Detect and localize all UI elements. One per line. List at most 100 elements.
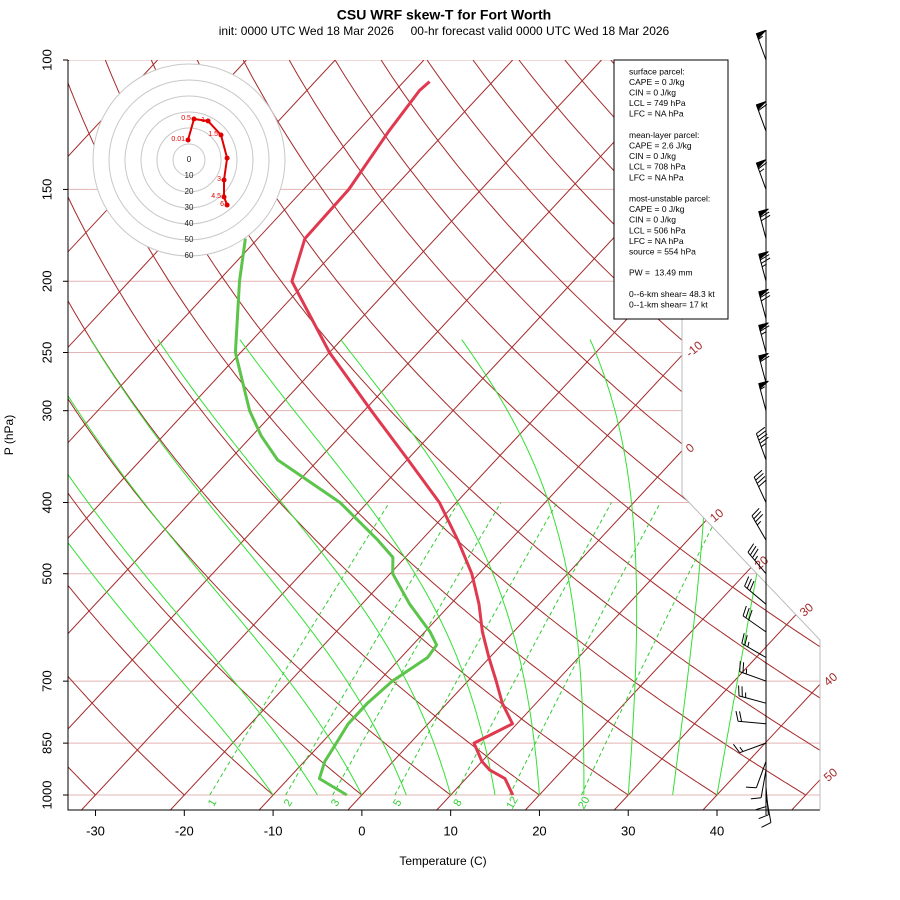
dry-adiabat xyxy=(68,60,185,796)
hodograph-height-label: 1.5 xyxy=(208,131,218,138)
isotherm xyxy=(68,60,602,810)
y-tick-label: 100 xyxy=(39,49,54,71)
y-axis-label: P (hPa) xyxy=(2,415,16,455)
wind-barb xyxy=(755,101,768,132)
wind-barb xyxy=(758,251,771,282)
info-text: mean-layer parcel: xyxy=(629,130,699,140)
chart-title: CSU WRF skew-T for Fort Worth xyxy=(337,7,551,23)
y-tick-label: 1000 xyxy=(39,781,54,810)
wind-barb xyxy=(735,710,767,725)
moist-adiabat xyxy=(589,339,638,796)
moist-adiabat xyxy=(68,339,363,796)
mixing-ratio-line xyxy=(285,502,459,796)
y-tick-label: 300 xyxy=(39,400,54,422)
x-tick-label: 40 xyxy=(710,823,724,838)
hodograph: 0 10 20 30 40 50 60 0.01 0.5 11.5 3 4.56 xyxy=(92,63,286,260)
wind-barb xyxy=(744,576,767,605)
isotherm xyxy=(525,60,820,810)
mixing-ratio-label: 2 xyxy=(282,797,295,808)
info-text: CAPE = 0 J/kg xyxy=(629,77,685,87)
wind-barb xyxy=(741,633,767,658)
dry-adiabat xyxy=(104,60,807,796)
isotherm xyxy=(68,60,691,810)
hodograph-height-label: 4.5 xyxy=(211,193,221,200)
hodograph-height-label: 0.5 xyxy=(181,115,191,122)
isotherm xyxy=(258,60,820,810)
temperature-line xyxy=(290,80,515,796)
isotherm xyxy=(68,60,514,810)
moist-adiabat xyxy=(157,339,452,796)
hodograph-ring-label: 30 xyxy=(185,203,194,212)
moist-adiabat xyxy=(239,339,496,796)
wind-barb xyxy=(742,605,767,633)
info-text: CIN = 0 J/kg xyxy=(629,87,676,97)
x-tick-label: -20 xyxy=(175,823,194,838)
hodograph-point xyxy=(221,194,227,200)
info-text: CAPE = 2.6 J/kg xyxy=(629,140,692,150)
wind-barb xyxy=(733,742,767,754)
x-axis-label: Temperature (C) xyxy=(399,854,486,868)
mixing-ratio-line xyxy=(209,502,390,796)
moist-adiabat xyxy=(90,339,407,796)
hodograph-ring-label: 60 xyxy=(185,251,194,260)
hodograph-ring xyxy=(140,111,238,209)
dry-adiabat xyxy=(68,60,363,796)
dry-adiabat xyxy=(196,60,820,796)
mixing-ratio-line xyxy=(394,502,558,796)
hodograph-height-label: 1 xyxy=(201,117,205,124)
info-text: LCL = 749 hPa xyxy=(629,98,686,108)
dewpoint-line xyxy=(233,238,439,797)
hodograph-ring-label: 20 xyxy=(185,187,194,196)
wind-barb xyxy=(755,426,769,461)
dry-adiabat xyxy=(68,60,274,796)
dry-adiabat xyxy=(380,60,820,796)
info-text: 0--1-km shear= 17 kt xyxy=(629,299,708,309)
moist-adiabat xyxy=(68,339,274,796)
y-tick-label: 400 xyxy=(39,492,54,514)
dry-adiabat xyxy=(334,60,820,796)
hodograph-ring xyxy=(156,127,222,193)
wind-barb xyxy=(755,159,768,190)
hodograph-height-label: 3 xyxy=(217,176,221,183)
hodograph-ring xyxy=(172,143,206,177)
y-tick-label: 150 xyxy=(39,179,54,201)
moist-adiabat xyxy=(461,339,585,795)
x-tick-label: 30 xyxy=(621,823,635,838)
info-text: LCL = 506 hPa xyxy=(629,225,686,235)
isotherm xyxy=(702,60,820,810)
info-text: most-unstable parcel: xyxy=(629,193,710,203)
mixing-ratio-line xyxy=(454,502,612,796)
y-tick-label: 250 xyxy=(39,342,54,364)
info-text: CIN = 0 J/kg xyxy=(629,151,676,161)
hodograph-point xyxy=(218,132,224,138)
x-tick-label: 10 xyxy=(443,823,457,838)
y-tick-label: 500 xyxy=(39,563,54,585)
mixing-ratio-label: 1 xyxy=(206,797,219,808)
dry-adiabat xyxy=(68,60,451,796)
hodograph-ring xyxy=(108,79,270,241)
wind-barb xyxy=(750,770,767,800)
wind-barb xyxy=(745,761,767,789)
hodograph-ring-label: 0 xyxy=(187,155,192,164)
info-text: CAPE = 0 J/kg xyxy=(629,204,685,214)
hodograph-point xyxy=(205,118,211,124)
wind-barb xyxy=(758,352,770,384)
mixing-ratio-label: 12 xyxy=(504,795,521,812)
info-text: LFC = NA hPa xyxy=(629,236,684,246)
wind-barb xyxy=(751,507,767,541)
hodograph-height-label: 6 xyxy=(220,201,224,208)
y-tick-label: 700 xyxy=(39,670,54,692)
wind-barb xyxy=(758,380,769,411)
x-tick-label: -30 xyxy=(86,823,105,838)
info-text: LCL = 708 hPa xyxy=(629,162,686,172)
info-text: PW = 13.49 mm xyxy=(629,268,693,278)
wind-barb xyxy=(755,29,767,61)
info-text: LFC = NA hPa xyxy=(629,172,684,182)
dry-adiabat xyxy=(288,60,820,796)
dry-adiabat xyxy=(150,60,820,796)
dry-adiabat xyxy=(242,60,820,796)
wind-barb xyxy=(738,685,767,704)
hodograph-point xyxy=(221,177,227,183)
wind-barb xyxy=(758,322,770,353)
